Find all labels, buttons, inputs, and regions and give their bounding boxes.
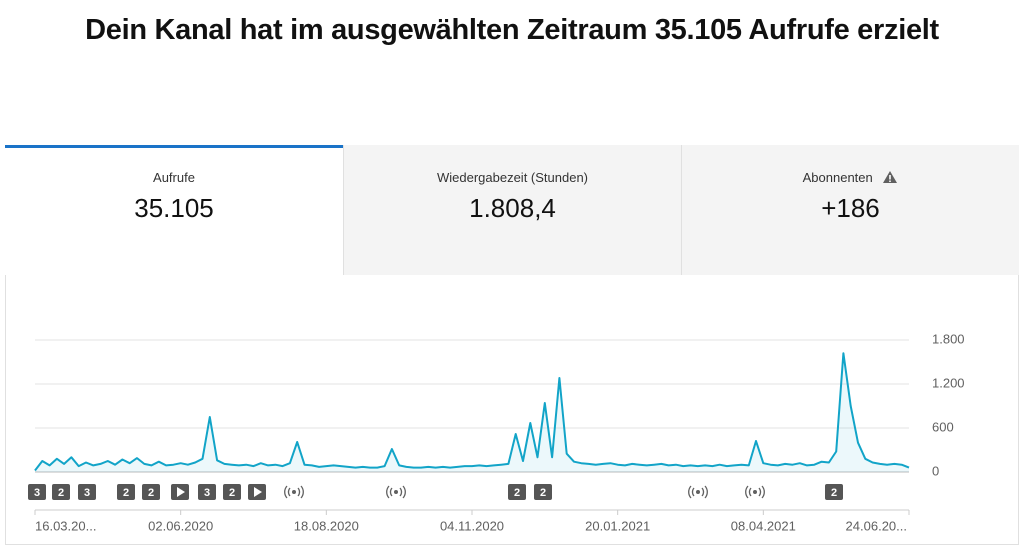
x-tick-label: 18.08.2020 <box>294 518 359 533</box>
live-waves <box>284 485 304 499</box>
live-icon[interactable] <box>688 485 708 499</box>
tab[interactable]: Wiedergabezeit (Stunden) 1.808,4 <box>343 145 681 275</box>
marker-count: 3 <box>84 487 90 499</box>
marker-count: 2 <box>229 487 235 499</box>
marker-badge[interactable] <box>117 484 135 500</box>
marker-badge[interactable] <box>142 484 160 500</box>
page-title: Dein Kanal hat im ausgewählten Zeitraum … <box>85 14 939 46</box>
marker-badge[interactable] <box>223 484 241 500</box>
live-waves <box>386 485 406 499</box>
tab-label: Aufrufe <box>153 170 195 185</box>
tab-label-text: Abonnenten <box>802 170 873 185</box>
marker-badge[interactable] <box>198 484 216 500</box>
marker-count: 2 <box>540 487 546 499</box>
live-icon[interactable] <box>284 485 304 499</box>
live-dot <box>292 490 296 494</box>
live-waves <box>745 485 765 499</box>
y-tick-label: 1.200 <box>932 375 965 390</box>
marker-badge[interactable] <box>825 484 843 500</box>
marker-count: 3 <box>204 487 210 499</box>
marker-badge[interactable] <box>52 484 70 500</box>
y-tick-label: 1.800 <box>932 331 965 346</box>
tab-value: 1.808,4 <box>469 193 556 223</box>
line-area <box>35 353 909 472</box>
chart: 0 600 1.200 1.800 16.03.20... 02.06.2020 18.08… <box>28 331 965 533</box>
live-icon[interactable] <box>386 485 406 499</box>
play-icon <box>177 487 185 497</box>
marker-count: 2 <box>514 487 520 499</box>
tab-label: Abonnenten <box>682 170 1019 185</box>
tab-value: 35.105 <box>134 193 214 223</box>
marker-count: 2 <box>58 487 64 499</box>
x-tick-label: 04.11.2020 <box>440 518 504 533</box>
tab-label: Wiedergabezeit (Stunden) <box>436 170 589 185</box>
warning-icon[interactable] <box>882 170 898 184</box>
marker-badge[interactable] <box>28 484 46 500</box>
marker-badge[interactable] <box>508 484 526 500</box>
marker-count: 3 <box>34 487 40 499</box>
tab[interactable]: Aufrufe 35.105 <box>5 145 343 275</box>
x-tick-label: 08.04.2021 <box>731 518 796 533</box>
tab[interactable]: Abonnenten +186 <box>681 145 1019 275</box>
live-waves <box>688 485 708 499</box>
marker-badge[interactable] <box>78 484 96 500</box>
tab-value: +186 <box>821 193 880 223</box>
x-tick-label: 24.06.20... <box>846 518 907 533</box>
marker-count: 2 <box>123 487 129 499</box>
x-tick-label: 16.03.20... <box>35 518 96 533</box>
marker-badge[interactable] <box>534 484 552 500</box>
live-icon[interactable] <box>745 485 765 499</box>
live-dot <box>696 490 700 494</box>
y-tick-label: 600 <box>932 419 954 434</box>
live-dot <box>753 490 757 494</box>
play-icon <box>254 487 262 497</box>
live-dot <box>394 490 398 494</box>
x-tick-label: 02.06.2020 <box>148 518 213 533</box>
marker-count: 2 <box>148 487 154 499</box>
y-tick-label: 0 <box>932 463 939 478</box>
x-tick-label: 20.01.2021 <box>585 518 650 533</box>
line <box>34 352 910 472</box>
marker-count: 2 <box>831 487 837 499</box>
